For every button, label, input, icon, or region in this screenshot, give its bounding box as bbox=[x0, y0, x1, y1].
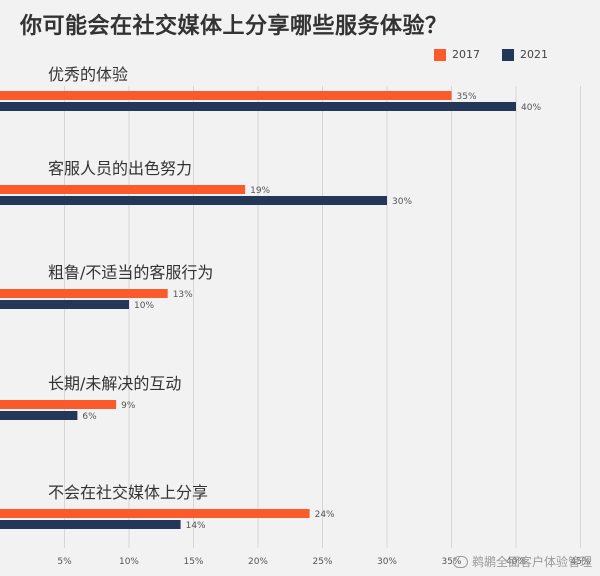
chart-legend: 2017 2021 bbox=[434, 48, 548, 61]
legend-swatch-2021 bbox=[502, 48, 514, 61]
value-label-2017: 19% bbox=[250, 186, 270, 196]
bar-2021 bbox=[0, 411, 78, 420]
x-tick-label: 25% bbox=[312, 557, 332, 567]
wechat-icon bbox=[452, 555, 468, 568]
bar-2021 bbox=[0, 300, 129, 309]
value-label-2021: 10% bbox=[134, 301, 154, 311]
value-label-2017: 9% bbox=[121, 401, 136, 411]
value-label-2021: 6% bbox=[82, 412, 97, 422]
x-tick-label: 35% bbox=[441, 557, 461, 567]
x-tick-label: 45% bbox=[570, 557, 590, 567]
category-label: 优秀的体验 bbox=[48, 65, 128, 84]
x-tick-label: 15% bbox=[183, 557, 203, 567]
bar-2017 bbox=[0, 91, 452, 100]
value-label-2021: 30% bbox=[392, 197, 412, 207]
legend-label-2021: 2021 bbox=[520, 48, 548, 61]
bar-2017 bbox=[0, 185, 246, 194]
bar-2017 bbox=[0, 289, 168, 298]
category-label: 粗鲁/不适当的客服行为 bbox=[48, 263, 213, 282]
value-label-2021: 40% bbox=[521, 103, 541, 113]
value-label-2017: 35% bbox=[457, 92, 477, 102]
legend-swatch-2017 bbox=[434, 48, 446, 61]
value-label-2017: 24% bbox=[315, 510, 335, 520]
bar-2017 bbox=[0, 509, 310, 518]
watermark: 鹈鹕全面客户体验管理 bbox=[452, 553, 592, 570]
category-label: 长期/未解决的互动 bbox=[48, 374, 181, 393]
value-label-2017: 13% bbox=[173, 290, 193, 300]
legend-label-2017: 2017 bbox=[452, 48, 480, 61]
bar-2021 bbox=[0, 520, 181, 529]
watermark-text: 鹈鹕全面客户体验管理 bbox=[471, 555, 592, 569]
value-label-2021: 14% bbox=[186, 521, 206, 531]
bar-2021 bbox=[0, 196, 387, 205]
x-tick-label: 5% bbox=[57, 557, 72, 567]
category-label: 不会在社交媒体上分享 bbox=[48, 483, 208, 502]
x-tick-label: 20% bbox=[248, 557, 268, 567]
x-tick-label: 10% bbox=[119, 557, 139, 567]
bar-2021 bbox=[0, 102, 516, 111]
bar-2017 bbox=[0, 400, 117, 409]
legend-item-2017: 2017 bbox=[434, 48, 480, 61]
x-tick-label: 40% bbox=[506, 557, 526, 567]
x-tick-label: 30% bbox=[377, 557, 397, 567]
chart-title: 你可能会在社交媒体上分享哪些服务体验？ bbox=[20, 14, 448, 39]
category-label: 客服人员的出色努力 bbox=[48, 159, 192, 178]
legend-item-2021: 2021 bbox=[502, 48, 548, 61]
